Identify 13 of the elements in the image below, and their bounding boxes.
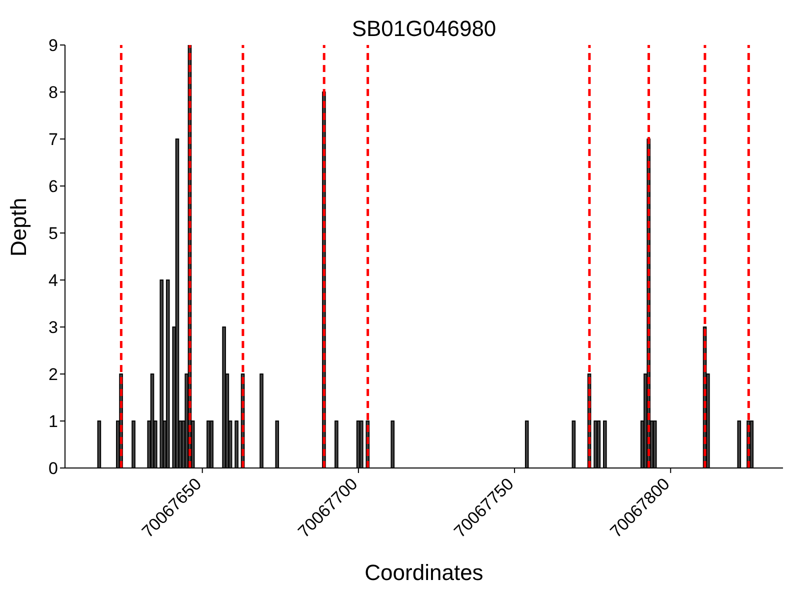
chart-title: SB01G046980 xyxy=(350,16,498,42)
y-tick-label: 6 xyxy=(48,177,58,196)
y-tick-label: 2 xyxy=(48,365,58,384)
x-axis-title: Coordinates xyxy=(364,560,484,585)
y-tick-label: 1 xyxy=(48,412,58,432)
y-tick-label: 8 xyxy=(48,83,58,102)
y-tick-label: 3 xyxy=(48,318,58,338)
y-tick-label: 5 xyxy=(48,224,58,244)
y-tick-label: 9 xyxy=(48,36,58,56)
y-tick-label: 4 xyxy=(48,271,58,290)
y-tick-label: 7 xyxy=(48,130,58,150)
y-axis-title: Depth xyxy=(6,198,31,256)
y-tick-label: 0 xyxy=(48,459,58,478)
